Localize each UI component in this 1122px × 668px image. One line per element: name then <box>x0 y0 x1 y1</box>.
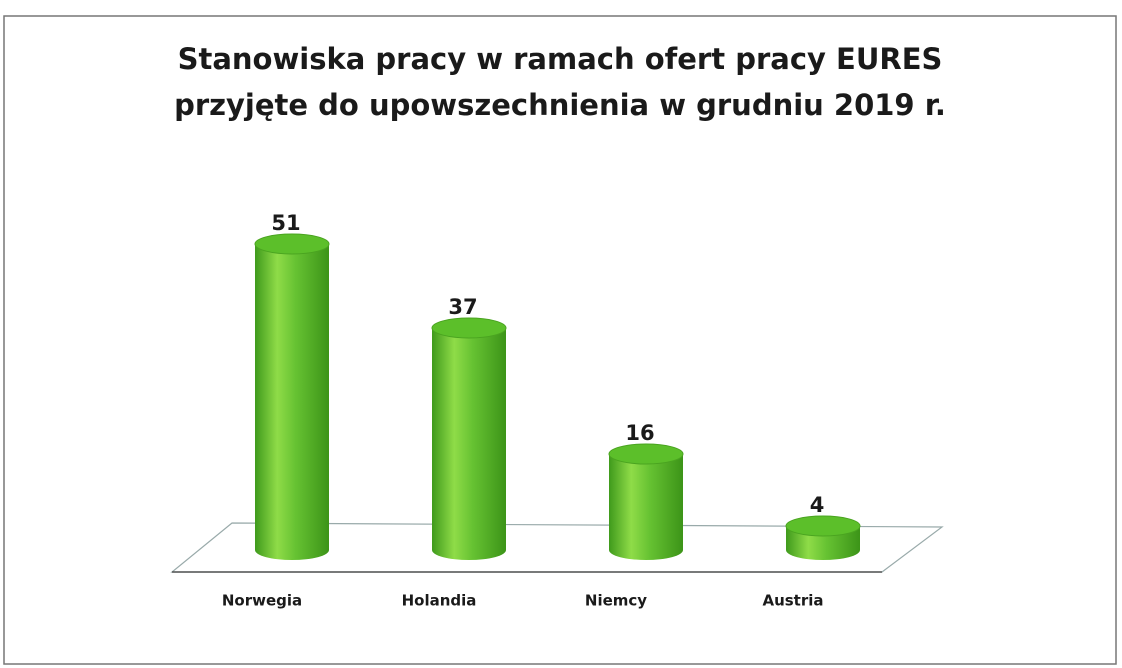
bar <box>254 233 330 560</box>
value-label: 37 <box>448 295 477 319</box>
bar-body <box>255 244 329 560</box>
bar-top <box>431 317 507 339</box>
bar-body <box>609 454 683 560</box>
bar <box>785 515 861 560</box>
bar-top <box>785 515 861 537</box>
value-label: 51 <box>271 211 300 235</box>
bar-top <box>608 443 684 465</box>
chart-title: Stanowiska pracy w ramach ofert pracy EU… <box>174 42 946 122</box>
bar <box>431 317 507 560</box>
x-tick-label: Austria <box>762 592 823 610</box>
bar-body <box>432 328 506 560</box>
x-tick-label: Norwegia <box>222 592 302 610</box>
value-label: 4 <box>810 493 825 517</box>
x-tick-label: Niemcy <box>585 592 647 610</box>
bar <box>608 443 684 560</box>
x-tick-label: Holandia <box>402 592 477 610</box>
bar-top <box>254 233 330 255</box>
frame <box>3 15 1117 665</box>
value-label: 16 <box>625 421 654 445</box>
